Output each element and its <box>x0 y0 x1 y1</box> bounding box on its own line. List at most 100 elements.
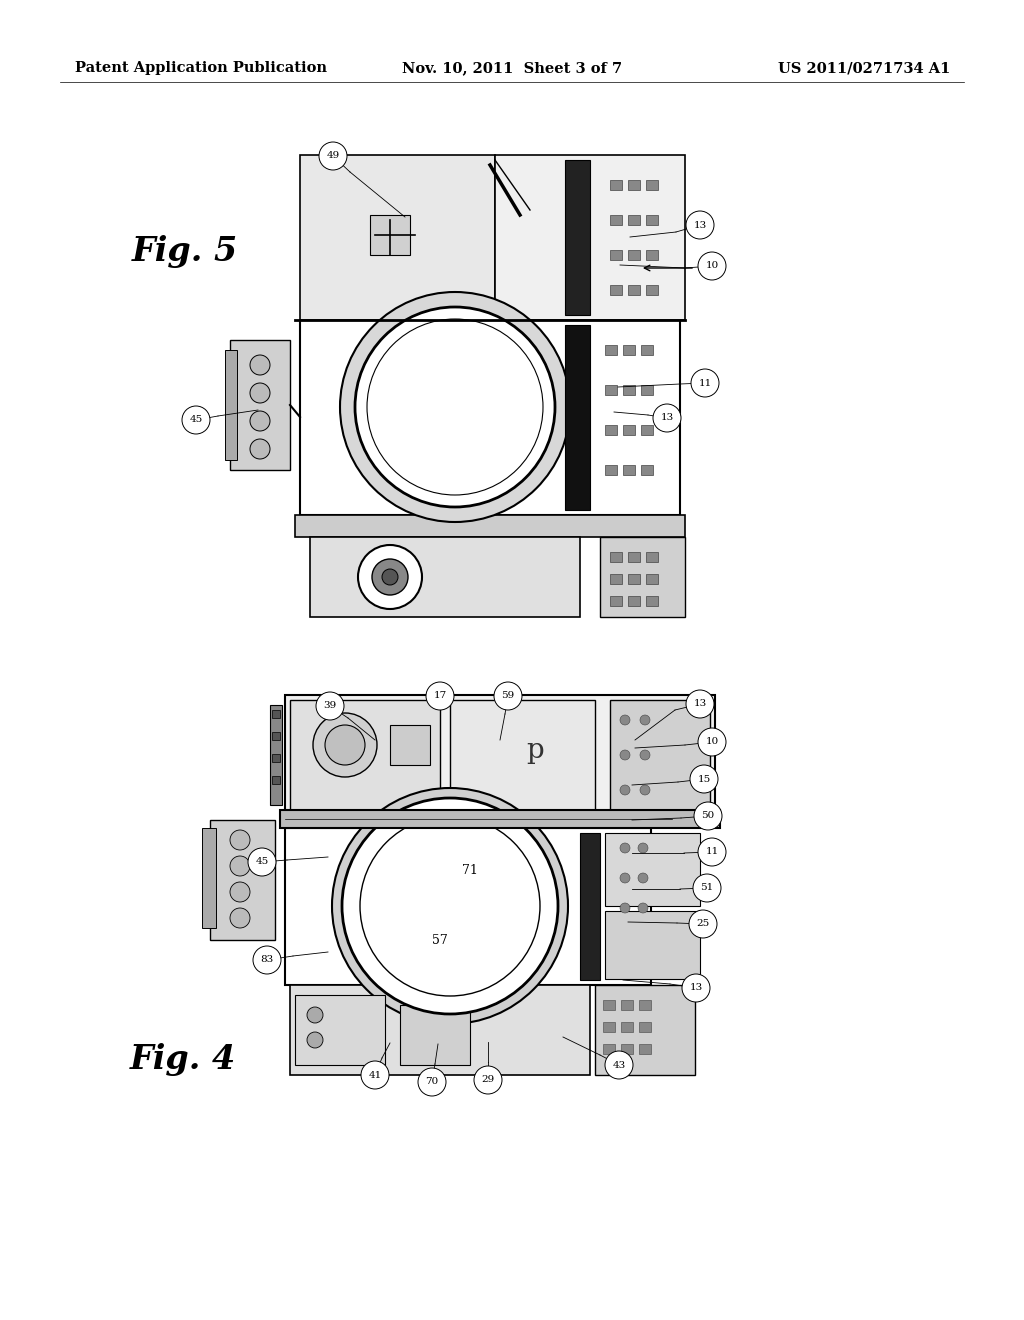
Circle shape <box>230 855 250 876</box>
Bar <box>610 597 622 606</box>
Circle shape <box>250 355 270 375</box>
Bar <box>628 574 640 583</box>
Circle shape <box>250 440 270 459</box>
Circle shape <box>689 909 717 939</box>
Circle shape <box>653 404 681 432</box>
Circle shape <box>638 873 648 883</box>
Circle shape <box>691 370 719 397</box>
Bar <box>202 828 216 928</box>
Bar <box>272 710 280 718</box>
Circle shape <box>698 838 726 866</box>
Bar <box>603 1001 615 1010</box>
Bar <box>610 285 622 294</box>
Bar <box>280 810 720 828</box>
Bar <box>623 345 635 355</box>
Bar <box>272 754 280 762</box>
Circle shape <box>360 816 540 997</box>
Circle shape <box>638 843 648 853</box>
Circle shape <box>605 1051 633 1078</box>
Text: Fig. 4: Fig. 4 <box>130 1044 237 1077</box>
Bar <box>646 285 658 294</box>
Circle shape <box>372 558 408 595</box>
Bar <box>623 385 635 395</box>
Text: 41: 41 <box>369 1071 382 1080</box>
Bar <box>621 1001 633 1010</box>
Text: 13: 13 <box>693 220 707 230</box>
Bar <box>646 249 658 260</box>
Text: 83: 83 <box>260 956 273 965</box>
Bar <box>621 1022 633 1032</box>
Circle shape <box>250 411 270 432</box>
Bar <box>623 425 635 436</box>
Circle shape <box>620 843 630 853</box>
Circle shape <box>620 750 630 760</box>
Circle shape <box>382 569 398 585</box>
Bar <box>646 552 658 562</box>
Text: 10: 10 <box>706 261 719 271</box>
Bar <box>628 249 640 260</box>
Circle shape <box>693 874 721 902</box>
Bar <box>272 733 280 741</box>
Text: 15: 15 <box>697 775 711 784</box>
Text: 11: 11 <box>706 847 719 857</box>
Circle shape <box>182 407 210 434</box>
Bar <box>565 325 590 510</box>
Bar <box>603 1044 615 1053</box>
Text: 49: 49 <box>327 152 340 161</box>
Circle shape <box>358 545 422 609</box>
Bar <box>580 833 600 979</box>
Bar <box>390 725 430 766</box>
Bar <box>370 215 410 255</box>
Bar <box>621 1044 633 1053</box>
Bar <box>610 574 622 583</box>
Bar <box>565 160 590 315</box>
Circle shape <box>355 308 555 507</box>
Text: 39: 39 <box>324 701 337 710</box>
Text: 51: 51 <box>700 883 714 892</box>
Text: 17: 17 <box>433 692 446 701</box>
Bar <box>641 465 653 475</box>
Text: Patent Application Publication: Patent Application Publication <box>75 61 327 75</box>
Bar <box>605 345 617 355</box>
Circle shape <box>319 143 347 170</box>
Bar <box>605 833 700 906</box>
Circle shape <box>230 908 250 928</box>
Text: 13: 13 <box>660 413 674 422</box>
Bar <box>646 597 658 606</box>
Text: 43: 43 <box>612 1060 626 1069</box>
Bar <box>628 552 640 562</box>
Circle shape <box>307 1032 323 1048</box>
Circle shape <box>694 803 722 830</box>
Circle shape <box>230 830 250 850</box>
Circle shape <box>686 211 714 239</box>
Bar <box>285 828 650 985</box>
Text: Nov. 10, 2011  Sheet 3 of 7: Nov. 10, 2011 Sheet 3 of 7 <box>402 61 622 75</box>
Bar <box>603 1022 615 1032</box>
Circle shape <box>682 974 710 1002</box>
Circle shape <box>638 903 648 913</box>
Bar <box>610 552 622 562</box>
Bar <box>300 319 680 515</box>
Bar <box>605 465 617 475</box>
Bar <box>646 574 658 583</box>
Text: 11: 11 <box>698 379 712 388</box>
Bar <box>310 537 580 616</box>
Circle shape <box>690 766 718 793</box>
Bar <box>610 215 622 224</box>
Text: 45: 45 <box>255 858 268 866</box>
Bar <box>290 700 440 810</box>
Circle shape <box>640 750 650 760</box>
Circle shape <box>474 1067 502 1094</box>
Circle shape <box>620 715 630 725</box>
Bar <box>270 705 282 805</box>
Text: 29: 29 <box>481 1076 495 1085</box>
Circle shape <box>686 690 714 718</box>
Text: Fig. 5: Fig. 5 <box>132 235 239 268</box>
Bar <box>295 995 385 1065</box>
Bar <box>605 385 617 395</box>
Bar <box>639 1001 651 1010</box>
Text: 45: 45 <box>189 416 203 425</box>
Bar <box>400 1005 470 1065</box>
Circle shape <box>494 682 522 710</box>
Bar <box>272 776 280 784</box>
